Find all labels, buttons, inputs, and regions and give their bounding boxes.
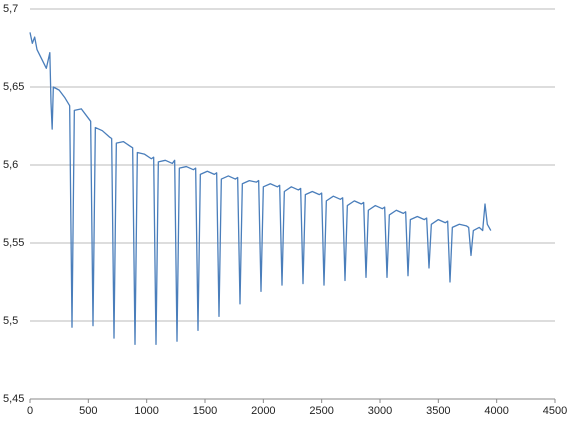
x-tick-label: 2500	[309, 405, 333, 417]
x-tick-label: 4000	[484, 405, 508, 417]
y-tick-label: 5,65	[3, 81, 24, 93]
data-line	[29, 32, 492, 346]
y-tick-label: 5,55	[3, 237, 24, 249]
x-tick-label: 500	[79, 405, 97, 417]
x-tick-label: 0	[27, 405, 33, 417]
y-tick-label: 5,5	[3, 315, 18, 327]
x-tick-label: 1000	[134, 405, 158, 417]
x-tick-label: 1500	[193, 405, 217, 417]
x-tick-label: 3500	[426, 405, 450, 417]
x-tick-label: 4500	[543, 405, 567, 417]
y-tick-label: 5,7	[3, 3, 18, 15]
y-tick-label: 5,6	[3, 159, 18, 171]
x-tick-label: 3000	[368, 405, 392, 417]
x-tick-label: 2000	[251, 405, 275, 417]
y-tick-label: 5,45	[3, 393, 24, 405]
